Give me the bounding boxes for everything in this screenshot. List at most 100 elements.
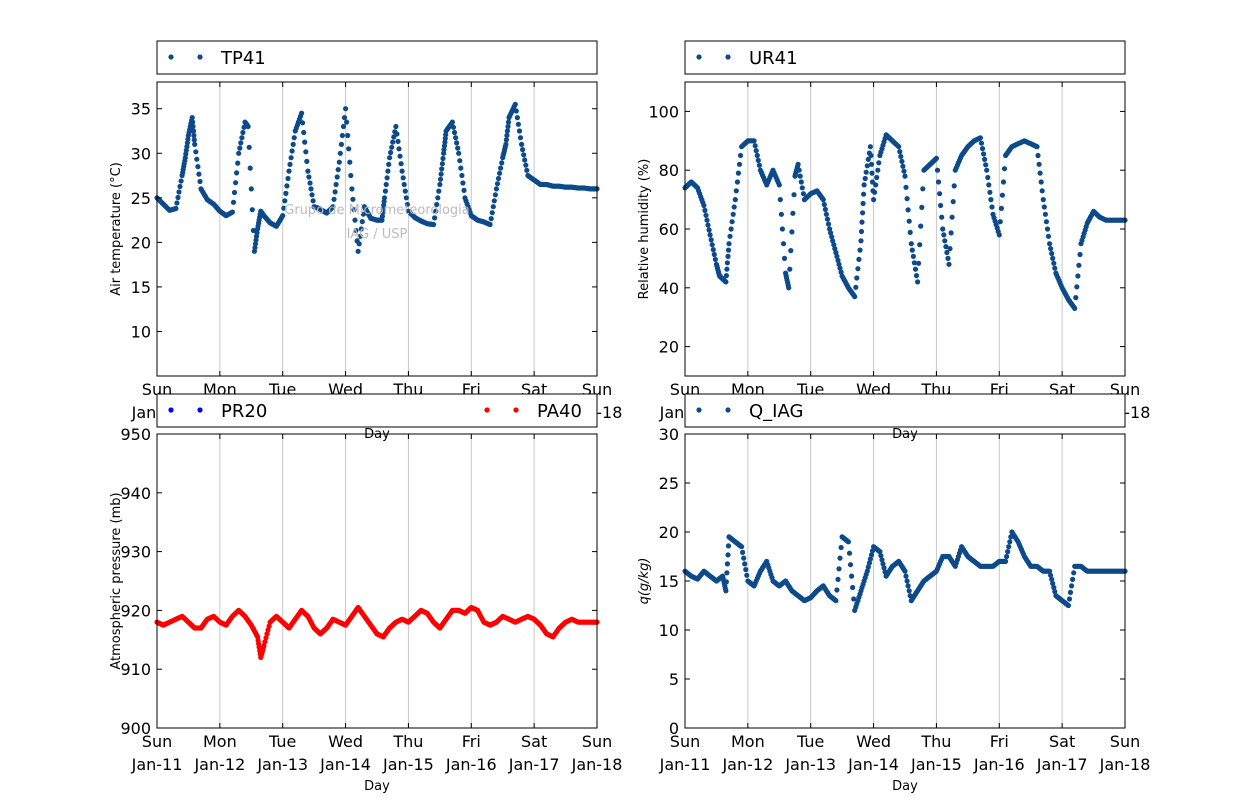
data-point: [867, 556, 874, 562]
data-point: [875, 167, 881, 173]
data-point: [260, 645, 266, 651]
data-point: [285, 175, 291, 182]
data-point: [856, 256, 862, 262]
data-point: [900, 163, 906, 169]
data-point: [356, 241, 362, 247]
data-point: [341, 115, 348, 121]
data-point: [702, 207, 708, 213]
data-point: [195, 164, 201, 170]
data-point: [1044, 226, 1051, 232]
data-point: [498, 165, 504, 171]
data-point: [819, 195, 825, 201]
data-point: [284, 183, 290, 189]
data-point: [976, 135, 983, 141]
data-point: [911, 260, 918, 266]
data-point: [401, 181, 407, 188]
data-point: [724, 561, 731, 567]
data-point: [903, 573, 909, 579]
data-point: [1045, 568, 1052, 574]
data-point: [725, 552, 731, 558]
data-point: [1075, 273, 1081, 279]
data-point: [429, 221, 436, 227]
data-point: [520, 147, 526, 153]
data-point: [281, 205, 287, 211]
relative-humidity-panel: 20406080100SunJan-11MonJan-12TueJan-13We…: [637, 40, 1150, 442]
data-point: [756, 162, 763, 168]
data-point: [196, 171, 202, 177]
data-point: [978, 140, 985, 146]
data-point: [703, 212, 709, 218]
data-point: [1014, 537, 1020, 543]
y-axis-label: Air temperature (°C): [109, 162, 124, 296]
data-point: [1074, 284, 1080, 290]
data-point: [939, 214, 945, 220]
y-tick-label: 900: [120, 719, 151, 738]
data-point: [505, 119, 512, 125]
data-point: [753, 148, 759, 154]
data-point: [402, 188, 408, 194]
y-tick-label: 35: [131, 100, 151, 119]
legend-label: Q_IAG: [749, 401, 803, 422]
data-point: [706, 227, 712, 233]
data-point: [932, 156, 939, 162]
data-point: [593, 619, 599, 625]
x-tick-label-day: Wed: [856, 732, 891, 751]
data-point: [457, 158, 463, 164]
data-point: [349, 186, 355, 192]
data-point: [332, 189, 338, 195]
data-point: [1038, 179, 1044, 185]
data-point: [400, 175, 406, 181]
data-point: [866, 560, 873, 566]
data-point: [863, 571, 869, 578]
y-tick-label: 10: [131, 322, 151, 341]
data-point: [291, 135, 297, 141]
data-point: [287, 161, 293, 167]
data-point: [305, 168, 311, 174]
data-point: [708, 237, 714, 243]
data-point: [940, 226, 946, 232]
data-point: [360, 211, 366, 217]
y-tick-label: 20: [131, 233, 151, 252]
data-point: [499, 160, 505, 166]
watermark-line2: IAG / USP: [347, 227, 408, 242]
data-point: [724, 266, 730, 272]
data-point: [909, 247, 915, 253]
data-point: [1064, 602, 1070, 608]
data-point: [397, 153, 403, 159]
data-point: [288, 155, 294, 161]
x-tick-label-date: Jan-15: [910, 755, 962, 774]
data-point: [335, 167, 341, 173]
data-point: [1121, 568, 1127, 574]
data-point: [1039, 188, 1045, 194]
x-tick-label-day: Sun: [142, 732, 172, 751]
data-point: [895, 143, 901, 149]
data-point: [857, 247, 863, 253]
data-point: [297, 113, 304, 119]
data-point: [869, 170, 875, 176]
data-point: [436, 188, 442, 194]
data-point: [439, 161, 445, 167]
data-point: [837, 555, 843, 561]
data-point: [731, 204, 737, 210]
data-point: [454, 140, 460, 146]
data-point: [340, 123, 347, 130]
data-point: [853, 284, 859, 290]
data-point: [262, 639, 268, 645]
data-point: [880, 561, 886, 567]
data-point: [723, 579, 730, 585]
data-point: [351, 207, 357, 213]
data-point: [855, 266, 861, 272]
data-point: [735, 170, 742, 176]
data-point: [999, 192, 1006, 198]
x-tick-label-date: Jan-15: [382, 755, 434, 774]
data-point: [348, 172, 354, 179]
data-point: [863, 169, 869, 175]
legend: TP41: [156, 40, 598, 75]
data-point: [1051, 584, 1057, 591]
data-point: [252, 245, 258, 251]
y-tick-label: 80: [659, 161, 679, 180]
data-point: [453, 135, 459, 141]
data-point: [1050, 580, 1056, 587]
data-point: [979, 146, 986, 152]
data-point: [997, 219, 1003, 225]
